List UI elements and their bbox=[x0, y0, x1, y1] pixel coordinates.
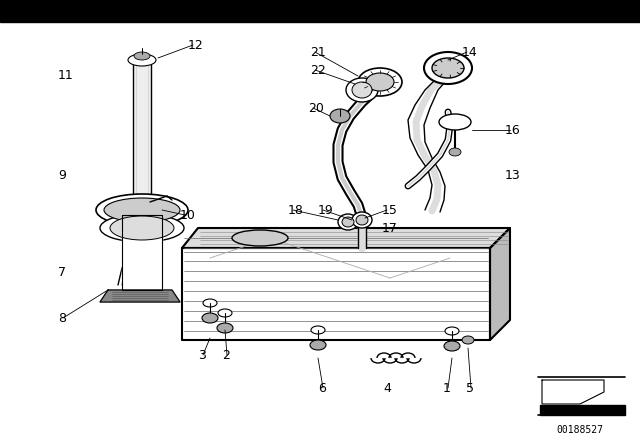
Polygon shape bbox=[122, 215, 162, 290]
Text: 15: 15 bbox=[382, 203, 398, 216]
Ellipse shape bbox=[128, 54, 156, 66]
Polygon shape bbox=[542, 380, 604, 404]
Ellipse shape bbox=[96, 194, 188, 226]
Ellipse shape bbox=[134, 52, 150, 60]
Text: 21: 21 bbox=[310, 46, 326, 59]
Text: 12: 12 bbox=[188, 39, 204, 52]
Ellipse shape bbox=[462, 336, 474, 344]
Ellipse shape bbox=[356, 215, 368, 225]
Ellipse shape bbox=[432, 58, 464, 78]
Text: 6: 6 bbox=[318, 382, 326, 395]
Polygon shape bbox=[182, 248, 490, 340]
Ellipse shape bbox=[100, 214, 184, 242]
Polygon shape bbox=[182, 228, 510, 248]
Ellipse shape bbox=[342, 217, 354, 227]
Text: 8: 8 bbox=[58, 311, 66, 324]
Polygon shape bbox=[0, 0, 640, 22]
Ellipse shape bbox=[110, 216, 174, 240]
Ellipse shape bbox=[352, 82, 372, 98]
Text: 00188527: 00188527 bbox=[557, 425, 604, 435]
Ellipse shape bbox=[202, 313, 218, 323]
Ellipse shape bbox=[352, 212, 372, 228]
Ellipse shape bbox=[218, 309, 232, 317]
Text: 4: 4 bbox=[383, 382, 391, 395]
Text: 22: 22 bbox=[310, 64, 326, 77]
Polygon shape bbox=[540, 405, 625, 415]
Ellipse shape bbox=[330, 109, 350, 123]
Ellipse shape bbox=[311, 326, 325, 334]
Text: 16: 16 bbox=[505, 124, 521, 137]
Text: 7: 7 bbox=[58, 266, 66, 279]
Ellipse shape bbox=[424, 52, 472, 84]
Ellipse shape bbox=[439, 114, 471, 130]
Ellipse shape bbox=[338, 214, 358, 230]
Text: 1: 1 bbox=[443, 382, 451, 395]
Text: 17: 17 bbox=[382, 221, 398, 234]
Text: 3: 3 bbox=[198, 349, 206, 362]
Ellipse shape bbox=[445, 327, 459, 335]
Polygon shape bbox=[490, 228, 510, 340]
Text: 5: 5 bbox=[466, 382, 474, 395]
Text: 13: 13 bbox=[505, 168, 521, 181]
Ellipse shape bbox=[232, 230, 288, 246]
Text: 14: 14 bbox=[462, 46, 477, 59]
Text: 18: 18 bbox=[288, 203, 304, 216]
Text: 10: 10 bbox=[180, 208, 196, 221]
Ellipse shape bbox=[358, 68, 402, 96]
Ellipse shape bbox=[310, 340, 326, 350]
Text: 2: 2 bbox=[222, 349, 230, 362]
Ellipse shape bbox=[366, 73, 394, 91]
Ellipse shape bbox=[203, 299, 217, 307]
Text: 20: 20 bbox=[308, 102, 324, 115]
Polygon shape bbox=[133, 62, 151, 195]
Polygon shape bbox=[100, 290, 180, 302]
Ellipse shape bbox=[346, 78, 378, 102]
Ellipse shape bbox=[444, 341, 460, 351]
Ellipse shape bbox=[217, 323, 233, 333]
Text: 11: 11 bbox=[58, 69, 74, 82]
Text: 19: 19 bbox=[318, 203, 333, 216]
Ellipse shape bbox=[449, 148, 461, 156]
Text: 9: 9 bbox=[58, 168, 66, 181]
Ellipse shape bbox=[104, 198, 180, 222]
